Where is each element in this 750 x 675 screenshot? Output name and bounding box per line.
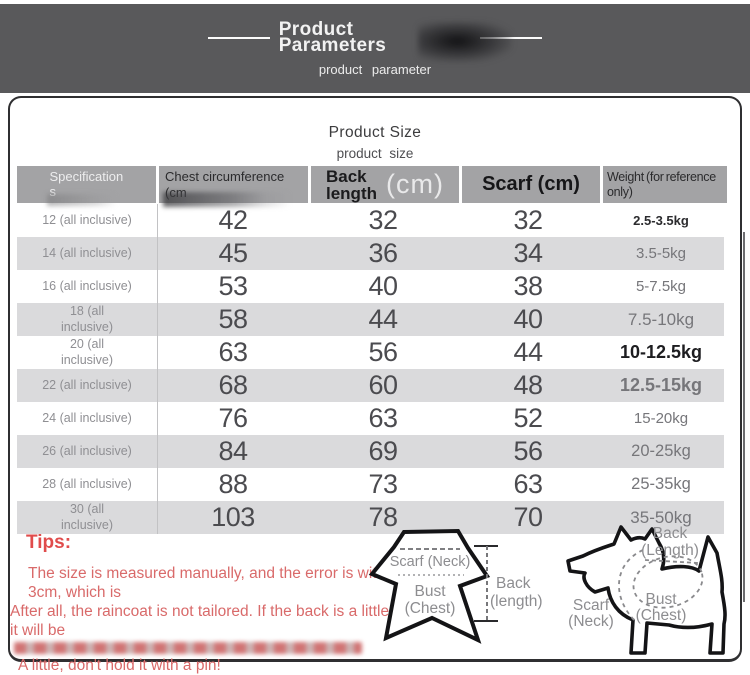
tips-text: The size is measured manually, and the e…: [10, 564, 438, 675]
back-dashed-line: [644, 559, 699, 564]
dog-back-label-2: (Length): [641, 542, 699, 559]
back-length-unit: (cm): [386, 169, 444, 200]
table-right-border-line: [743, 232, 745, 602]
banner-title: Product Parameters: [278, 19, 387, 56]
garment-measure-diagram: Scarf (Neck) Bust (Chest) Back (length): [368, 528, 543, 644]
table-row: 16 (all inclusive) 53 40 38 5-7.5kg: [17, 270, 724, 304]
divider-line-left: [207, 37, 270, 39]
raincoat-outline: [368, 528, 491, 644]
garment-back-label-2: (length): [490, 593, 543, 610]
banner-title-line1: Product: [278, 19, 354, 40]
garment-scarf-label: Scarf (Neck): [390, 554, 471, 570]
dog-outline: [566, 525, 727, 655]
dog-back-label-1: Back: [653, 525, 688, 542]
header-scarf: Scarf (cm): [462, 166, 600, 204]
dog-measure-diagram: Back (Length) Bust (Chest) Scarf (Neck): [566, 525, 727, 655]
table-row: 14 (all inclusive) 45 36 34 3.5-5kg: [17, 237, 724, 271]
header-specifications: Specifications: [17, 166, 156, 207]
size-table: Specifications Chest circumference (cm B…: [17, 166, 745, 602]
banner-subtitle: product parameter: [318, 62, 432, 77]
table-body: 12 (all inclusive) 42 32 32 2.5-3.5kg 14…: [17, 204, 724, 535]
garment-back-label-1: Back: [496, 575, 531, 592]
redacted-text-line: [14, 642, 362, 654]
header-back-length: Back length (cm): [311, 166, 459, 204]
censored-blur-smudge: [47, 194, 117, 207]
neck-dashed-curve: [618, 549, 644, 621]
dog-scarf-label-1: Scarf: [573, 597, 610, 614]
top-white-strip: [0, 0, 750, 4]
dog-scarf-label-2: (Neck): [568, 613, 614, 630]
garment-bust-label-1: Bust: [414, 583, 446, 600]
header-banner: Product Parameters product parameter: [0, 4, 750, 93]
tips-section: Tips: The size is measured manually, and…: [10, 532, 438, 675]
panel-title: Product Size: [328, 124, 422, 141]
table-row: 12 (all inclusive) 42 32 32 2.5-3.5kg: [17, 204, 724, 238]
table-row: 30 (all inclusive) 103 78 70 35-50kg: [17, 501, 724, 535]
table-header-row: Specifications Chest circumference (cm B…: [17, 166, 727, 208]
dog-bust-label-1: Bust: [645, 591, 677, 608]
banner-title-line2: Parameters: [278, 35, 387, 56]
header-weight: Weight (for reference only): [603, 166, 727, 204]
censored-blur-smudge: [163, 192, 291, 208]
size-chart-panel: Product Size product size Specifications…: [8, 96, 745, 674]
dog-bust-label-2: (Chest): [636, 607, 687, 624]
table-row: 28 (all inclusive) 88 73 63 25-35kg: [17, 468, 724, 502]
panel-subtitle: product size: [336, 146, 414, 161]
tips-line-1: The size is measured manually, and the e…: [28, 565, 416, 601]
table-row: 26 (all inclusive) 84 69 56 20-25kg: [17, 435, 724, 469]
censored-blur-smudge: [418, 22, 512, 62]
table-row: 20 (all inclusive) 63 56 44 10-12.5kg: [17, 336, 724, 370]
banner-title-row: Product Parameters: [0, 4, 750, 55]
tips-heading: Tips:: [26, 532, 72, 553]
tips-line-2: After all, the raincoat is not tailored.…: [10, 603, 427, 639]
table-row: 22 (all inclusive) 68 60 48 12.5-15kg: [17, 369, 724, 403]
table-row: 18 (all inclusive) 58 44 40 7.5-10kg: [17, 303, 724, 337]
table-row: 24 (all inclusive) 76 63 52 15-20kg: [17, 402, 724, 436]
header-chest-circumference: Chest circumference (cm: [159, 166, 308, 208]
garment-bust-label-2: (Chest): [405, 600, 456, 617]
